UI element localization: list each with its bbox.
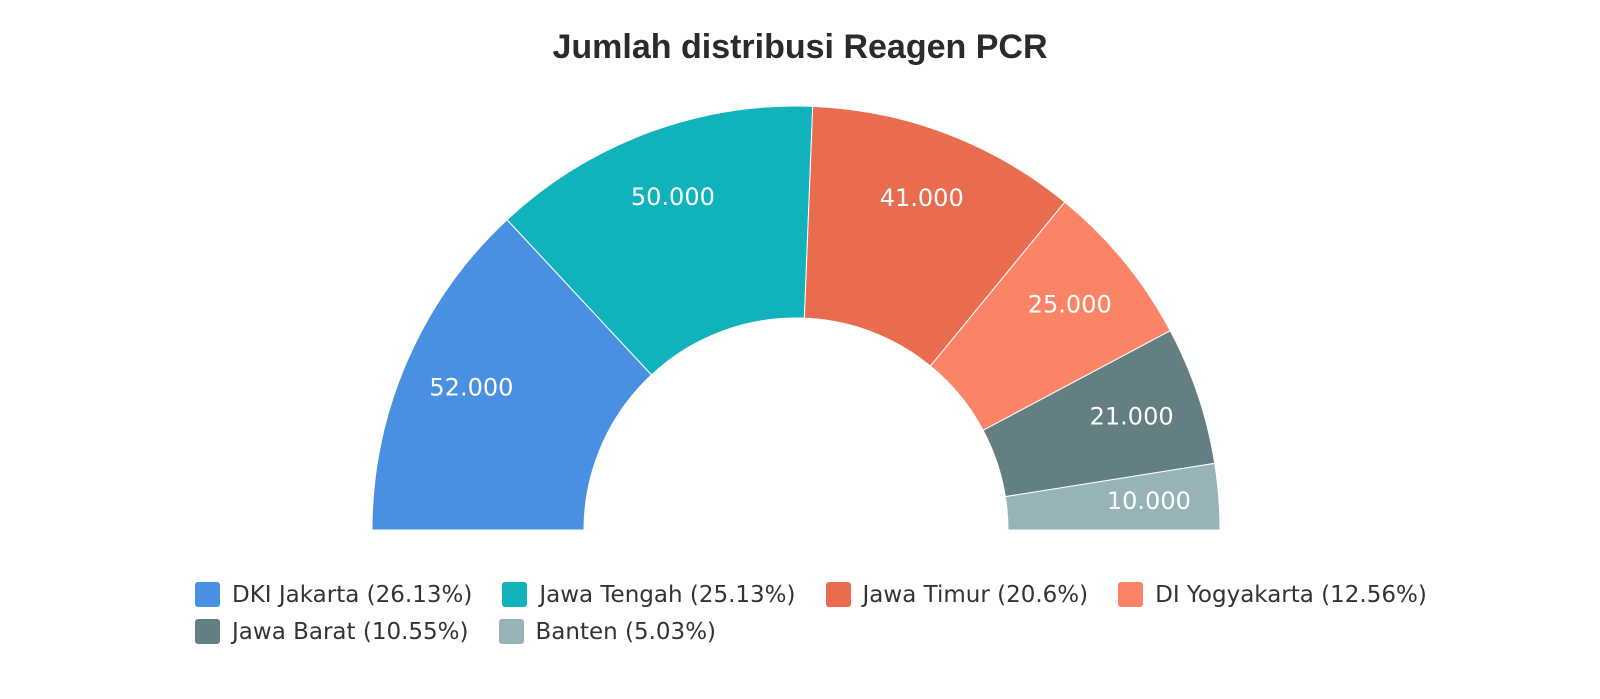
legend-item[interactable]: Jawa Barat (10.55%) bbox=[195, 619, 469, 645]
legend: DKI Jakarta (26.13%) Jawa Tengah (25.13%)… bbox=[195, 576, 1455, 650]
legend-swatch bbox=[502, 582, 528, 607]
slice-jawa-tengah[interactable] bbox=[506, 105, 814, 376]
slice-value-label: 41.000 bbox=[880, 184, 964, 212]
slice-banten[interactable] bbox=[1004, 462, 1221, 531]
legend-item[interactable]: DKI Jakarta (26.13%) bbox=[195, 582, 472, 608]
legend-swatch bbox=[195, 619, 220, 644]
legend-label: Jawa Timur (20.6%) bbox=[862, 581, 1089, 608]
slice-value-label: 50.000 bbox=[631, 183, 715, 211]
legend-swatch bbox=[825, 582, 851, 607]
legend-label: Jawa Barat (10.55%) bbox=[232, 618, 469, 645]
legend-label: DKI Jakarta (26.13%) bbox=[232, 581, 473, 608]
legend-item[interactable]: DI Yogyakarta (12.56%) bbox=[1118, 582, 1427, 608]
legend-label: Banten (5.03%) bbox=[535, 618, 717, 645]
legend-item[interactable]: Jawa Timur (20.6%) bbox=[825, 581, 1089, 608]
legend-row: DKI Jakarta (26.13%) Jawa Tengah (25.13%)… bbox=[195, 576, 1455, 613]
slice-value-label: 10.000 bbox=[1107, 487, 1191, 515]
legend-swatch bbox=[1118, 582, 1144, 607]
legend-swatch bbox=[498, 619, 524, 644]
chart-title: Jumlah distribusi Reagen PCR bbox=[552, 28, 1048, 66]
legend-label: Jawa Tengah (25.13%) bbox=[539, 581, 796, 608]
legend-item[interactable]: Jawa Tengah (25.13%) bbox=[502, 581, 796, 608]
legend-label: DI Yogyakarta (12.56%) bbox=[1155, 581, 1427, 608]
legend-swatch bbox=[195, 582, 220, 607]
legend-row: Jawa Barat (10.55%) Banten (5.03%) bbox=[195, 613, 1455, 650]
legend-item[interactable]: Banten (5.03%) bbox=[498, 618, 717, 645]
slice-value-label: 21.000 bbox=[1090, 402, 1174, 430]
slice-value-label: 52.000 bbox=[429, 374, 513, 402]
slice-dki-jakarta[interactable] bbox=[371, 219, 653, 531]
slice-value-label: 25.000 bbox=[1028, 291, 1112, 319]
